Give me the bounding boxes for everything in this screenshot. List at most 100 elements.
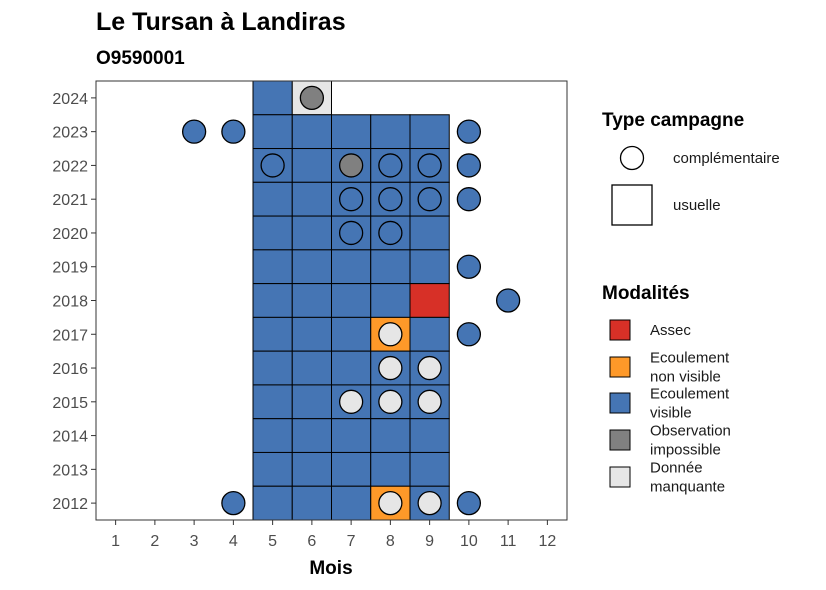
- point-2012-8: [378, 490, 403, 516]
- y-tick-label: 2015: [52, 395, 88, 412]
- x-tick-label: 6: [307, 533, 316, 550]
- complementaire-points: [181, 85, 521, 516]
- x-tick-label: 8: [386, 533, 395, 550]
- y-tick-label: 2017: [52, 327, 88, 344]
- legend-label-donnee-manquante: Donnée manquante: [650, 460, 725, 496]
- tile-2020-6: [291, 215, 332, 251]
- point-2016-9: [417, 355, 442, 381]
- x-tick-label: 11: [500, 533, 517, 550]
- tile-2013-5: [252, 451, 293, 487]
- y-tick-label: 2022: [52, 158, 88, 175]
- y-tick-label: 2013: [52, 462, 88, 479]
- y-tick-label: 2016: [52, 361, 88, 378]
- tile-2023-7: [331, 114, 372, 150]
- x-tick-label: 10: [460, 533, 478, 550]
- legend-label-ecoulement-non-visible: Ecoulement non visible: [650, 350, 730, 386]
- tile-2015-6: [291, 384, 332, 420]
- tile-2014-5: [252, 418, 293, 453]
- tile-2013-6: [291, 451, 332, 487]
- legend-modalites-title: Modalités: [602, 283, 690, 304]
- tile-2017-6: [291, 316, 332, 352]
- tile-2013-7: [331, 451, 372, 487]
- tile-2023-5: [252, 114, 293, 150]
- legend-modalites: Modalités Assec Ecoulement non visibleEcou…: [602, 283, 731, 496]
- point-2017-8: [378, 322, 403, 347]
- tile-2015-5: [252, 384, 293, 420]
- chart-title: Le Tursan à Landiras: [96, 8, 346, 36]
- point-2015-9: [417, 389, 442, 414]
- tile-2023-9: [409, 114, 450, 150]
- tile-2018-5: [252, 283, 293, 318]
- y-tick-label: 2020: [52, 226, 88, 243]
- point-2019-10: [456, 254, 482, 279]
- tile-2019-6: [291, 249, 332, 285]
- legend-key-complementaire: [619, 145, 645, 171]
- y-tick-label: 2014: [52, 429, 88, 446]
- tile-2020-5: [252, 215, 293, 251]
- x-tick-label: 3: [190, 533, 199, 550]
- point-2022-9: [417, 153, 442, 178]
- tile-2017-7: [331, 316, 372, 352]
- legend-label-usuelle: usuelle: [673, 197, 721, 214]
- tile-2021-6: [291, 181, 332, 217]
- point-2021-8: [378, 187, 403, 212]
- y-axis: 2012 2013 2014 2015 2016 2017 2018 2019 2020 2021…: [52, 91, 96, 513]
- legend-type-title: Type campagne: [602, 110, 744, 131]
- tile-2022-6: [291, 148, 332, 183]
- legend-swatch-assec: [609, 319, 631, 341]
- tile-2016-6: [291, 350, 332, 386]
- legend-label-observation-impossible: Observation impossible: [650, 423, 731, 459]
- tile-2014-7: [331, 418, 372, 453]
- point-2016-8: [378, 355, 403, 381]
- tile-2018-8: [370, 283, 411, 318]
- point-2023-4: [221, 119, 246, 144]
- y-tick-label: 2018: [52, 294, 88, 311]
- x-axis: 1 2 3 4 5 6 7 8 9 10 11 12: [111, 520, 556, 550]
- point-2021-10: [456, 187, 482, 212]
- legend-label-ecoulement-visible: Ecoulement visible: [650, 386, 730, 422]
- x-tick-label: 7: [347, 533, 356, 550]
- point-2021-7: [338, 187, 364, 212]
- y-tick-label: 2024: [52, 91, 88, 108]
- tile-2021-5: [252, 181, 293, 217]
- point-2020-7: [338, 220, 364, 246]
- chart-subtitle: O9590001: [96, 48, 185, 69]
- point-2022-7: [338, 153, 364, 178]
- point-2012-9: [417, 490, 442, 516]
- tile-2018-9: [409, 283, 450, 318]
- tile-2018-6: [291, 283, 332, 318]
- point-2012-10: [456, 490, 482, 516]
- tile-2023-8: [370, 114, 411, 150]
- y-tick-label: 2021: [52, 192, 88, 209]
- tile-2016-5: [252, 350, 293, 386]
- y-tick-label: 2023: [52, 125, 88, 142]
- tile-2019-7: [331, 249, 372, 285]
- tile-2023-6: [291, 114, 332, 150]
- tile-2014-8: [370, 418, 411, 453]
- x-tick-label: 1: [111, 533, 120, 550]
- legend-swatch-ecoulement-non-visible: [609, 356, 631, 378]
- point-2024-6: [299, 85, 325, 111]
- tile-2017-9: [409, 316, 450, 352]
- point-2015-7: [338, 389, 364, 414]
- point-2018-11: [495, 288, 521, 313]
- x-tick-label: 9: [425, 533, 434, 550]
- point-2023-3: [181, 119, 207, 144]
- y-tick-label: 2019: [52, 260, 88, 277]
- legend-type-campagne: Type campagne complémentaire usuelle: [602, 110, 780, 226]
- point-2020-8: [378, 220, 403, 246]
- point-2017-10: [456, 322, 482, 347]
- tile-2012-7: [331, 485, 372, 521]
- tile-2020-9: [409, 215, 450, 251]
- tile-2016-7: [331, 350, 372, 386]
- tile-2012-6: [291, 485, 332, 521]
- legend-swatch-donnee-manquante: [609, 466, 631, 488]
- usuelle-tiles: [252, 80, 450, 521]
- x-axis-title: Mois: [309, 558, 352, 579]
- y-tick-label: 2012: [52, 496, 88, 513]
- point-2022-5: [260, 153, 285, 178]
- tile-2024-5: [252, 80, 293, 116]
- x-tick-label: 5: [268, 533, 277, 550]
- tile-2014-6: [291, 418, 332, 453]
- legend-swatch-observation-impossible: [609, 429, 631, 451]
